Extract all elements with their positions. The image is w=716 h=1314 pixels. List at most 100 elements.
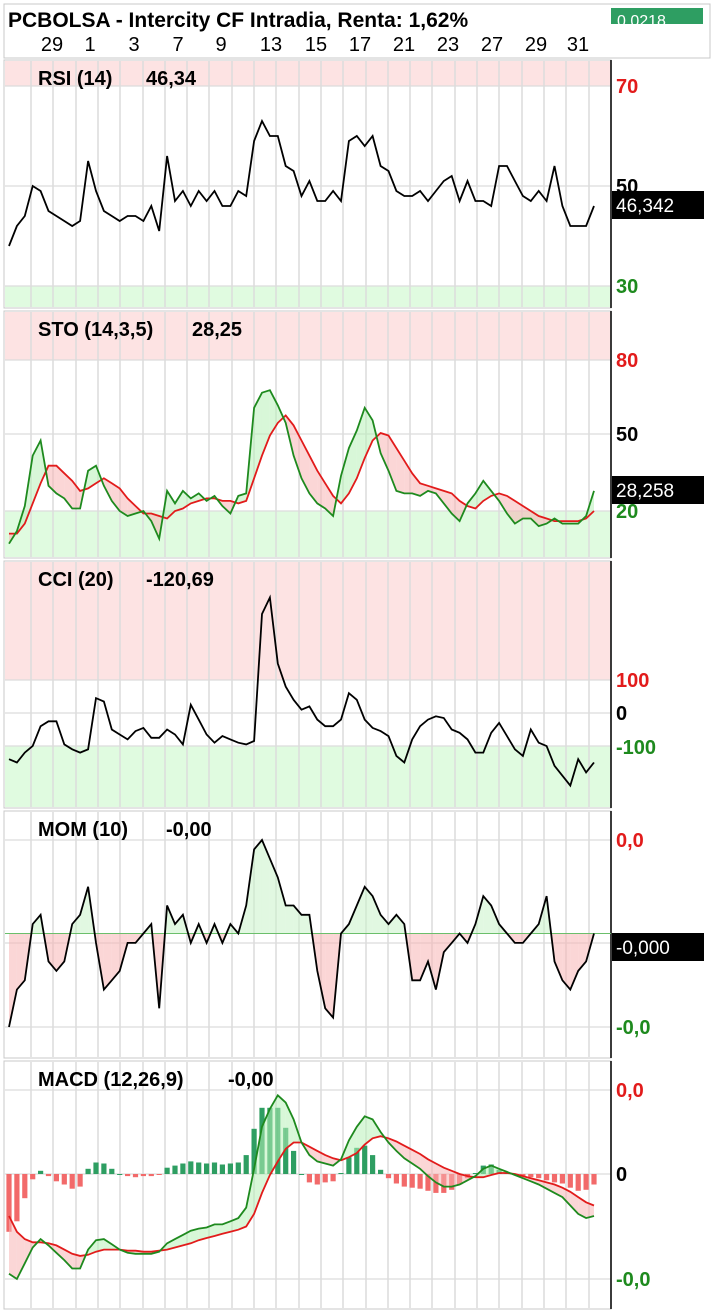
fill-between [9, 1216, 17, 1279]
histogram-bar [370, 1155, 376, 1174]
price-badge-value: 0,0218 [617, 13, 666, 25]
fill-between [570, 1191, 579, 1214]
fill-between [261, 1108, 270, 1193]
histogram-bar [591, 1174, 597, 1185]
fill-between [451, 493, 460, 522]
fill-between [420, 933, 428, 981]
fill-between [507, 495, 515, 524]
fill-between [364, 886, 373, 934]
macd-line [8, 1093, 595, 1281]
histogram-bar [219, 1164, 225, 1174]
sto-d-line [9, 414, 595, 535]
date-tick-label: 21 [393, 34, 415, 56]
fill-between [119, 488, 128, 517]
overbought-zone [5, 562, 611, 680]
fill-between [404, 460, 413, 494]
histogram-bar [559, 1174, 565, 1184]
current-value-tag [612, 476, 704, 504]
fill-between [317, 933, 326, 1009]
date-tick-label: 31 [567, 34, 589, 56]
fill-between [56, 933, 65, 971]
oversold-zone [5, 286, 611, 307]
fill-between [127, 498, 136, 517]
fill-between [64, 1249, 73, 1269]
histogram-bar [180, 1163, 186, 1174]
cci-line [8, 594, 595, 788]
fill-between [341, 448, 349, 504]
fill-between [277, 877, 286, 934]
histogram-bar [393, 1174, 399, 1184]
fill-between [261, 840, 270, 934]
fill-between [412, 473, 421, 496]
date-tick-label: 1 [84, 34, 95, 56]
fill-between [420, 1154, 428, 1177]
indicator-title: MOM (10) [38, 819, 128, 841]
fill-between [586, 1202, 594, 1219]
level-label-low: -0,0 [616, 1017, 650, 1039]
sto-k-line [8, 389, 595, 545]
histogram-bar [583, 1174, 589, 1190]
histogram-bar [409, 1174, 415, 1188]
histogram-bar [30, 1174, 36, 1180]
histogram-bar [472, 1173, 478, 1174]
fill-between [72, 480, 81, 509]
date-tick-label: 15 [305, 34, 327, 56]
fill-between [325, 483, 334, 517]
histogram-bar [551, 1174, 558, 1183]
fill-between [325, 933, 334, 1018]
panel-cci [3, 560, 612, 809]
histogram-bar [109, 1168, 115, 1175]
fill-between [277, 1095, 286, 1162]
fill-between [348, 905, 357, 934]
histogram-bar [330, 1174, 336, 1182]
histogram-bar [575, 1174, 581, 1191]
fill-between [348, 430, 357, 494]
fill-between [356, 886, 365, 934]
current-value-label: 28,258 [616, 481, 674, 502]
fill-between [578, 933, 587, 971]
fill-between [427, 933, 436, 990]
date-tick-label: 29 [525, 34, 547, 56]
histogram-bar [401, 1174, 407, 1187]
fill-between [80, 886, 89, 934]
histogram-bar [227, 1163, 233, 1174]
level-label-high: 80 [616, 350, 638, 372]
rsi-line [8, 118, 595, 247]
histogram-bar [536, 1174, 542, 1179]
level-label-mid: 50 [616, 424, 638, 446]
histogram-bar [378, 1169, 384, 1174]
fill-between [24, 1239, 33, 1264]
fill-between [514, 933, 523, 943]
histogram-bar [204, 1163, 210, 1174]
indicator-value: -120,69 [146, 569, 214, 591]
panel-sto [3, 310, 612, 559]
fill-between [230, 1218, 239, 1232]
fill-between [380, 432, 389, 471]
fill-between [238, 1207, 247, 1230]
histogram-bar [69, 1174, 75, 1189]
fill-between [175, 490, 183, 511]
fill-between [190, 1228, 199, 1244]
histogram-bar [101, 1163, 107, 1174]
histogram-bar [314, 1174, 320, 1185]
level-label-mid: 0 [616, 1164, 627, 1186]
fill-between [522, 505, 531, 519]
fill-between [317, 470, 326, 509]
fill-between [214, 1224, 223, 1236]
fill-between [499, 493, 508, 514]
histogram-bar [322, 1174, 328, 1183]
date-tick-label: 29 [41, 34, 63, 56]
fill-between [483, 896, 492, 934]
fill-between [32, 914, 41, 934]
fill-between [388, 914, 397, 934]
fill-between [364, 407, 373, 459]
fill-between [16, 1231, 25, 1279]
level-label-mid: 0 [616, 703, 627, 725]
fill-between [443, 1167, 452, 1187]
date-tick-label: 27 [481, 34, 503, 56]
fill-between [48, 933, 57, 971]
histogram-bar [298, 1174, 305, 1175]
indicator-title: MACD (12,26,9) [38, 1069, 184, 1091]
fill-between [88, 465, 96, 489]
fill-between [269, 1095, 278, 1176]
